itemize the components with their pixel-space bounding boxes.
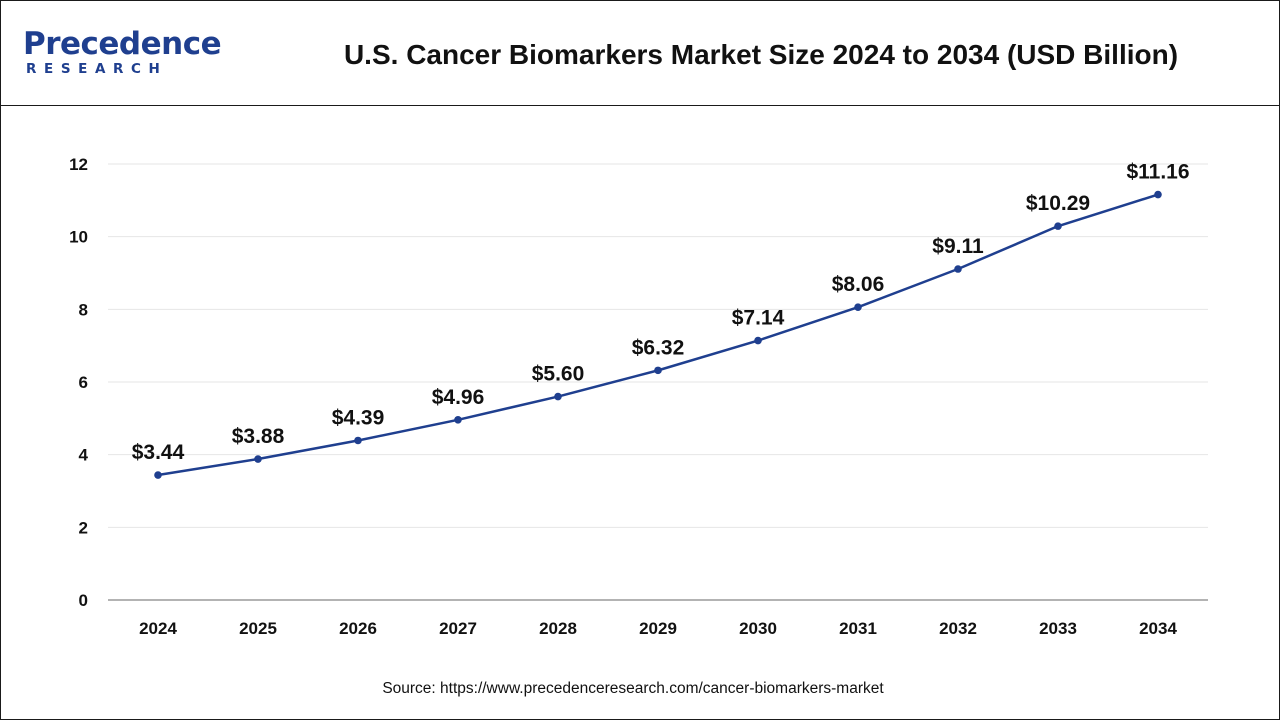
data-label: $3.88 bbox=[232, 425, 285, 448]
y-tick-label: 4 bbox=[79, 446, 89, 465]
source-note: Source: https://www.precedenceresearch.c… bbox=[382, 680, 884, 697]
data-label: $4.39 bbox=[332, 406, 385, 429]
data-point bbox=[354, 436, 362, 445]
y-tick-label: 0 bbox=[79, 591, 88, 610]
logo-wordmark: Precedence bbox=[23, 26, 222, 62]
data-point bbox=[1054, 222, 1062, 230]
data-point bbox=[454, 415, 462, 424]
data-point bbox=[254, 455, 262, 463]
data-point bbox=[154, 471, 162, 479]
y-tick-label: 12 bbox=[69, 155, 88, 174]
y-tick-label: 8 bbox=[79, 300, 88, 319]
x-tick-label: 2031 bbox=[839, 619, 877, 638]
precedence-research-logo: Precedence RESEARCH bbox=[23, 27, 223, 83]
data-label: $8.06 bbox=[832, 273, 885, 296]
data-label: $9.11 bbox=[932, 235, 984, 258]
x-tick-label: 2030 bbox=[739, 619, 777, 638]
x-tick-label: 2033 bbox=[1039, 619, 1077, 638]
data-point bbox=[654, 366, 662, 375]
data-label: $7.14 bbox=[732, 307, 785, 330]
x-tick-label: 2032 bbox=[939, 619, 977, 638]
x-tick-label: 2026 bbox=[339, 619, 377, 638]
y-tick-label: 6 bbox=[79, 373, 88, 392]
data-point bbox=[954, 265, 962, 273]
chart-title: U.S. Cancer Biomarkers Market Size 2024 … bbox=[343, 39, 1179, 70]
data-point bbox=[554, 392, 562, 401]
data-label: $3.44 bbox=[132, 441, 185, 464]
data-label: $5.60 bbox=[532, 363, 585, 386]
data-point bbox=[854, 303, 862, 311]
x-tick-label: 2034 bbox=[1139, 619, 1177, 638]
y-tick-label: 10 bbox=[69, 228, 88, 247]
logo-subtitle: RESEARCH bbox=[26, 61, 168, 77]
header: Precedence RESEARCH U.S. Cancer Biomarke… bbox=[1, 1, 1279, 106]
data-label: $6.32 bbox=[632, 336, 685, 359]
line-chart: 0 2 4 6 8 10 12 2024 2025 2026 2027 2028 2029 2030 203… bbox=[69, 155, 1208, 638]
data-label: $10.29 bbox=[1026, 192, 1090, 215]
x-tick-label: 2025 bbox=[239, 619, 277, 638]
x-tick-label: 2024 bbox=[139, 619, 177, 638]
x-tick-label: 2029 bbox=[639, 619, 677, 638]
y-tick-label: 2 bbox=[79, 518, 88, 537]
data-point bbox=[754, 336, 762, 345]
data-label: $4.96 bbox=[432, 386, 485, 409]
data-point bbox=[1154, 190, 1162, 199]
data-label: $11.16 bbox=[1126, 161, 1189, 184]
x-tick-label: 2027 bbox=[439, 619, 477, 638]
x-tick-label: 2028 bbox=[539, 619, 577, 638]
